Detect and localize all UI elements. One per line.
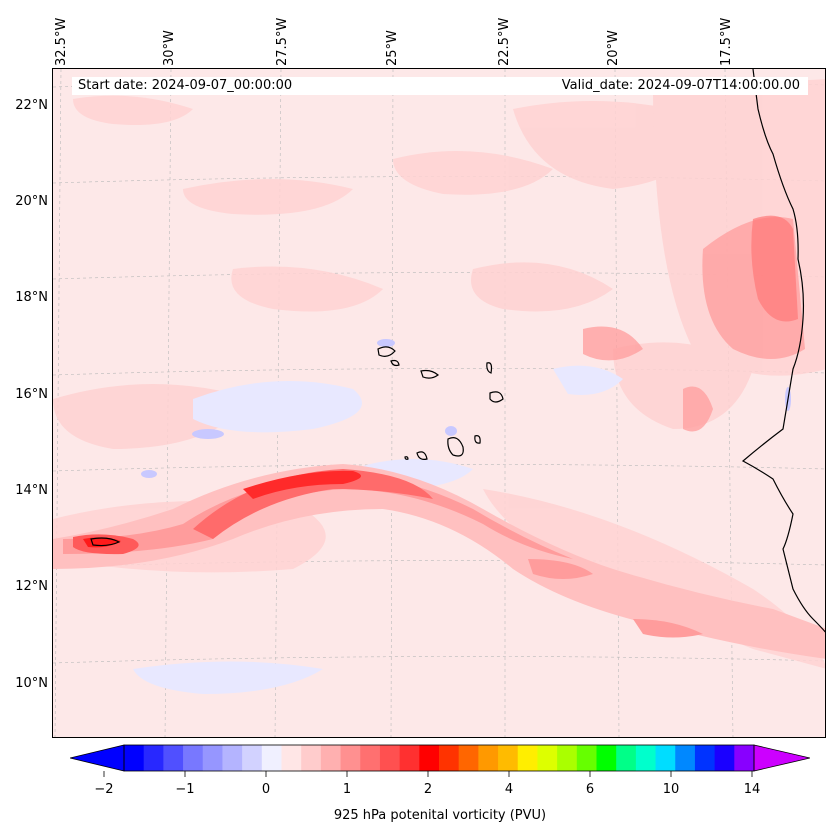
colorbar-cell xyxy=(596,745,617,771)
colorbar-tick-6: 6 xyxy=(585,782,595,797)
colorbar-cell xyxy=(616,745,637,771)
colorbar-tick-1: 1 xyxy=(342,782,352,797)
pv-field xyxy=(53,69,825,737)
colorbar-cell xyxy=(143,745,164,771)
lon-label-25w: 25°W xyxy=(385,30,400,66)
colorbar-tick-0: 0 xyxy=(261,782,271,797)
colorbar-label: 925 hPa potenital vorticity (PVU) xyxy=(333,808,547,823)
lon-label-32-5w: 32.5°W xyxy=(54,17,69,66)
colorbar-cell xyxy=(261,745,282,771)
pv-filament xyxy=(53,464,825,659)
max-contour xyxy=(90,537,121,547)
colorbar-cell xyxy=(124,745,145,771)
colorbar-cell xyxy=(734,745,755,771)
colorbar-tick-4: 4 xyxy=(504,782,514,797)
map-panel xyxy=(52,68,826,738)
colorbar-cell xyxy=(517,745,538,771)
colorbar-cell xyxy=(242,745,263,771)
colorbar-tick-2: 2 xyxy=(423,782,433,797)
pv-coastal-core xyxy=(751,215,798,322)
start-date-label: Start date: 2024-09-07_00:00:00 xyxy=(78,78,293,93)
lon-label-20w: 20°W xyxy=(606,30,621,66)
colorbar-cell xyxy=(576,745,597,771)
lat-label-18n: 18°N xyxy=(15,290,48,305)
colorbar-cell xyxy=(379,745,401,771)
colorbar-cell xyxy=(439,745,460,771)
colorbar-cell xyxy=(714,745,735,771)
colorbar-upper-extend xyxy=(753,744,810,772)
colorbar-cell xyxy=(399,745,420,771)
lon-label-22-5w: 22.5°W xyxy=(497,17,512,66)
colorbar-cell xyxy=(694,745,716,771)
colorbar-cell xyxy=(360,745,381,771)
lat-label-12n: 12°N xyxy=(15,579,48,594)
colorbar-cell xyxy=(163,745,184,771)
coastline xyxy=(377,69,825,633)
colorbar-tick-neg1: −1 xyxy=(175,782,195,797)
colorbar-cells xyxy=(124,745,755,771)
lon-label-27-5w: 27.5°W xyxy=(275,17,290,66)
colorbar-ticks xyxy=(103,771,753,777)
pv-negative-patches xyxy=(133,365,623,694)
lon-label-30w: 30°W xyxy=(162,30,177,66)
colorbar-cell xyxy=(557,745,578,771)
colorbar-tick-14: 14 xyxy=(743,782,761,797)
colorbar-cell xyxy=(635,745,657,771)
colorbar-cell xyxy=(655,745,676,771)
colorbar-tick-10: 10 xyxy=(662,782,680,797)
colorbar-cell xyxy=(183,745,204,771)
colorbar-cell xyxy=(202,745,223,771)
date-header: Start date: 2024-09-07_00:00:00 Valid_da… xyxy=(72,77,808,95)
lat-label-20n: 20°N xyxy=(15,194,48,209)
colorbar-cell xyxy=(222,745,243,771)
colorbar-cell xyxy=(537,745,558,771)
lat-label-10n: 10°N xyxy=(15,676,48,691)
lat-label-22n: 22°N xyxy=(15,98,48,113)
colorbar-cell xyxy=(419,745,440,771)
colorbar-outline xyxy=(123,744,755,772)
lat-label-16n: 16°N xyxy=(15,387,48,402)
colorbar-cell xyxy=(675,745,696,771)
colorbar-cell xyxy=(301,745,322,771)
colorbar-cell xyxy=(281,745,302,771)
colorbar xyxy=(70,744,810,777)
colorbar-cell xyxy=(478,745,499,771)
lon-label-17-5w: 17.5°W xyxy=(719,17,734,66)
colorbar-lower-extend xyxy=(70,744,125,772)
colorbar-cell xyxy=(458,745,479,771)
colorbar-cell xyxy=(498,745,519,771)
colorbar-cell xyxy=(340,745,361,771)
colorbar-tick-neg2: −2 xyxy=(94,782,114,797)
pv-light-patches xyxy=(53,79,825,669)
valid-date-label: Valid_date: 2024-09-07T14:00:00.00 xyxy=(561,78,800,93)
lat-label-14n: 14°N xyxy=(15,483,48,498)
colorbar-cell xyxy=(320,745,342,771)
